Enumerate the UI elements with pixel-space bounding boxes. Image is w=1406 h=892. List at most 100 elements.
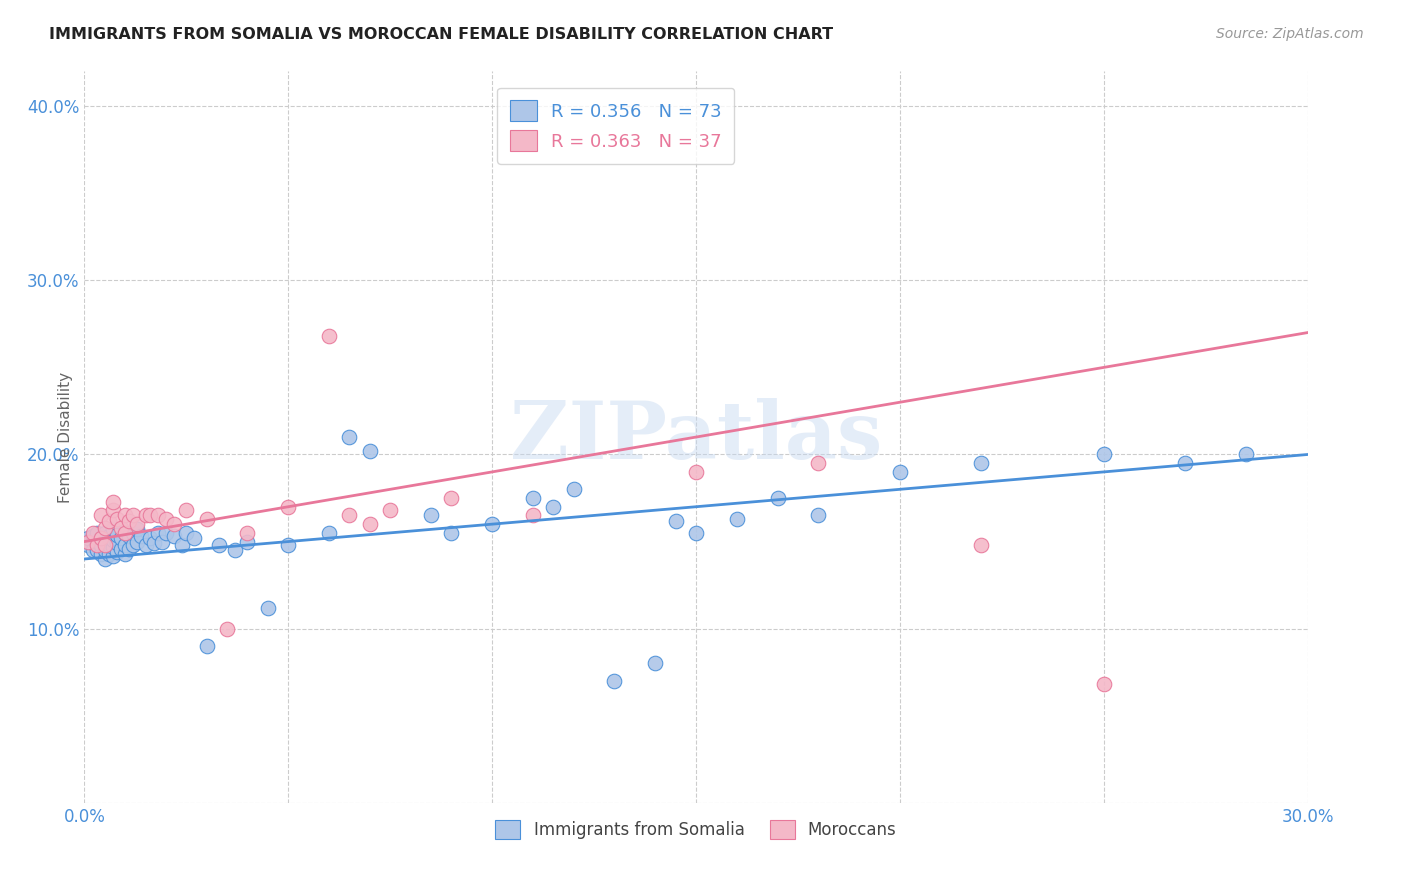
Point	[146, 525, 169, 540]
Point	[105, 545, 128, 559]
Point	[122, 525, 145, 540]
Point	[93, 552, 115, 566]
Point	[142, 536, 165, 550]
Point	[131, 529, 153, 543]
Point	[339, 430, 361, 444]
Point	[86, 538, 108, 552]
Point	[93, 534, 115, 549]
Point	[101, 494, 124, 508]
Point	[97, 529, 120, 543]
Point	[807, 456, 830, 470]
Text: ZIPatlas: ZIPatlas	[510, 398, 882, 476]
Point	[155, 512, 177, 526]
Point	[110, 541, 132, 556]
Point	[82, 525, 104, 540]
Point	[318, 329, 340, 343]
Point	[562, 483, 585, 497]
Point	[118, 541, 141, 556]
Point	[86, 534, 108, 549]
Point	[82, 529, 104, 543]
Point	[481, 517, 503, 532]
Point	[105, 536, 128, 550]
Point	[93, 521, 115, 535]
Point	[208, 538, 231, 552]
Point	[105, 512, 128, 526]
Point	[110, 531, 132, 545]
Point	[195, 639, 218, 653]
Point	[118, 529, 141, 543]
Y-axis label: Female Disability: Female Disability	[58, 371, 73, 503]
Point	[122, 538, 145, 552]
Point	[150, 534, 173, 549]
Point	[86, 525, 108, 540]
Point	[138, 531, 160, 545]
Point	[118, 514, 141, 528]
Point	[101, 522, 124, 536]
Point	[420, 508, 443, 523]
Point	[155, 525, 177, 540]
Point	[224, 543, 246, 558]
Point	[277, 500, 299, 514]
Point	[1092, 448, 1115, 462]
Point	[127, 534, 149, 549]
Point	[889, 465, 911, 479]
Point	[114, 525, 136, 540]
Point	[93, 525, 115, 540]
Point	[685, 525, 707, 540]
Point	[522, 491, 544, 505]
Point	[77, 534, 100, 549]
Point	[257, 600, 280, 615]
Point	[236, 525, 259, 540]
Point	[101, 503, 124, 517]
Point	[93, 543, 115, 558]
Point	[1092, 677, 1115, 691]
Point	[163, 529, 186, 543]
Point	[543, 500, 565, 514]
Point	[359, 517, 381, 532]
Point	[174, 503, 197, 517]
Point	[90, 531, 112, 545]
Text: IMMIGRANTS FROM SOMALIA VS MOROCCAN FEMALE DISABILITY CORRELATION CHART: IMMIGRANTS FROM SOMALIA VS MOROCCAN FEMA…	[49, 27, 834, 42]
Point	[97, 538, 120, 552]
Point	[277, 538, 299, 552]
Point	[77, 538, 100, 552]
Point	[318, 525, 340, 540]
Point	[135, 538, 157, 552]
Point	[725, 512, 748, 526]
Point	[114, 547, 136, 561]
Point	[603, 673, 626, 688]
Point	[90, 508, 112, 523]
Point	[77, 531, 100, 545]
Point	[807, 508, 830, 523]
Point	[90, 547, 112, 561]
Point	[135, 508, 157, 523]
Point	[665, 514, 688, 528]
Point	[101, 533, 124, 547]
Point	[359, 444, 381, 458]
Point	[127, 522, 149, 536]
Point	[970, 456, 993, 470]
Point	[114, 525, 136, 540]
Point	[97, 547, 120, 561]
Point	[236, 534, 259, 549]
Point	[174, 525, 197, 540]
Point	[105, 527, 128, 541]
Point	[440, 525, 463, 540]
Point	[101, 549, 124, 563]
Point	[138, 508, 160, 523]
Point	[217, 622, 239, 636]
Point	[970, 538, 993, 552]
Point	[172, 538, 194, 552]
Point	[1236, 448, 1258, 462]
Point	[163, 517, 186, 532]
Point	[339, 508, 361, 523]
Point	[97, 514, 120, 528]
Text: Source: ZipAtlas.com: Source: ZipAtlas.com	[1216, 27, 1364, 41]
Point	[114, 538, 136, 552]
Point	[127, 517, 149, 532]
Point	[122, 508, 145, 523]
Point	[93, 538, 115, 552]
Point	[1174, 456, 1197, 470]
Point	[90, 538, 112, 552]
Point	[522, 508, 544, 523]
